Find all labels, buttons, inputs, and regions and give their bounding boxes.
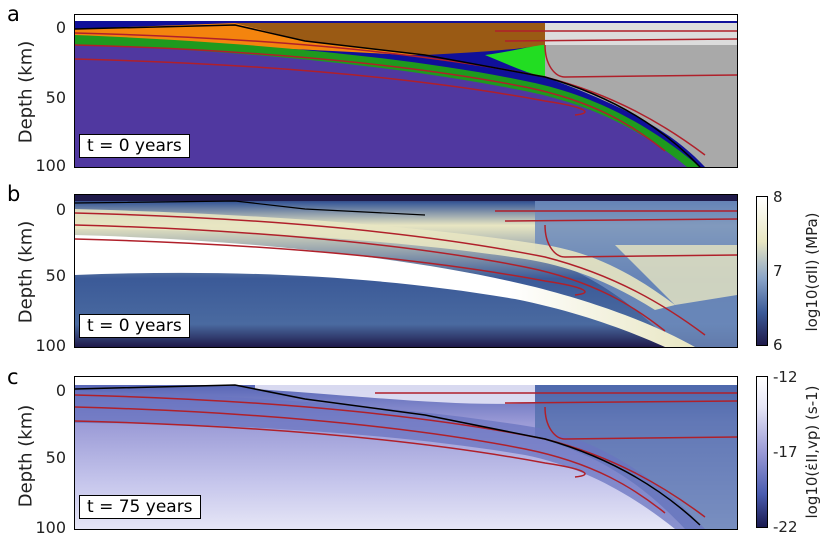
- strainrate-colorbar-label: log10(ε̇II,vp) (s-1): [803, 385, 821, 519]
- surface-line: [75, 200, 426, 216]
- sediment-orange: [75, 23, 425, 55]
- contour-line: [75, 238, 586, 296]
- panel-b-tick-0: 0: [55, 200, 66, 219]
- contour-line: [75, 394, 706, 518]
- contour-line: [75, 58, 586, 116]
- contour-line: [75, 44, 666, 152]
- air-layer: [75, 15, 737, 21]
- strainrate-colorbar: [756, 376, 768, 528]
- stress-colorbar-tick-6: 6: [773, 336, 783, 354]
- panel-a-tick-100: 100: [35, 156, 66, 175]
- panel-a-tick-0: 0: [55, 18, 66, 37]
- strainrate-colorbar-tick-m12: -12: [773, 368, 798, 386]
- panel-a-time-label: t = 0 years: [79, 134, 190, 158]
- contour-line: [544, 44, 737, 78]
- wedge-stress: [615, 245, 737, 305]
- panel-b-tick-100: 100: [35, 336, 66, 355]
- panel-c-tick-100: 100: [35, 518, 66, 537]
- lower-mantle-region: [75, 110, 575, 167]
- strainrate-colorbar-tick-m17: -17: [773, 443, 798, 461]
- panel-b-time-label: t = 0 years: [79, 314, 190, 338]
- mantle-wedge-grey: [545, 65, 737, 167]
- wedge-brown: [235, 23, 545, 55]
- slab-high-stress: [75, 235, 695, 347]
- overriding-plate-strainrate: [535, 385, 737, 529]
- panel-c-time-label: t = 75 years: [79, 495, 201, 519]
- overriding-plate-stress: [535, 201, 737, 347]
- air-layer: [75, 195, 737, 201]
- contour-line: [75, 420, 586, 478]
- contour-line: [544, 406, 737, 440]
- panel-c-tick-0: 0: [55, 381, 66, 400]
- stress-colorbar: [756, 196, 768, 346]
- contour-line: [544, 224, 737, 258]
- air-layer: [75, 377, 737, 385]
- slab-strainrate: [75, 391, 705, 529]
- contour-line: [75, 212, 706, 336]
- stress-colorbar-label: log10(σII) (MPa): [803, 212, 821, 332]
- accretion-green: [485, 45, 545, 77]
- surface-line: [75, 24, 701, 167]
- panel-c-tick-50: 50: [45, 448, 66, 467]
- contour-line: [495, 30, 737, 42]
- contour-line: [75, 406, 666, 514]
- panel-a-letter: a: [7, 2, 20, 26]
- panel-b-tick-50: 50: [45, 266, 66, 285]
- surface-line: [75, 384, 701, 526]
- panel-b-letter: b: [7, 182, 21, 206]
- wedge-strainrate: [255, 385, 535, 404]
- contour-line: [375, 392, 737, 404]
- contour-line: [75, 224, 666, 332]
- panel-c-letter: c: [7, 365, 19, 389]
- stress-colorbar-tick-8: 8: [773, 188, 783, 206]
- stress-colorbar-tick-7: 7: [773, 262, 783, 280]
- panel-a-tick-50: 50: [45, 88, 66, 107]
- strainrate-colorbar-tick-m22: -22: [773, 518, 798, 536]
- overriding-crust-grey: [545, 45, 737, 65]
- contour-line: [495, 210, 737, 222]
